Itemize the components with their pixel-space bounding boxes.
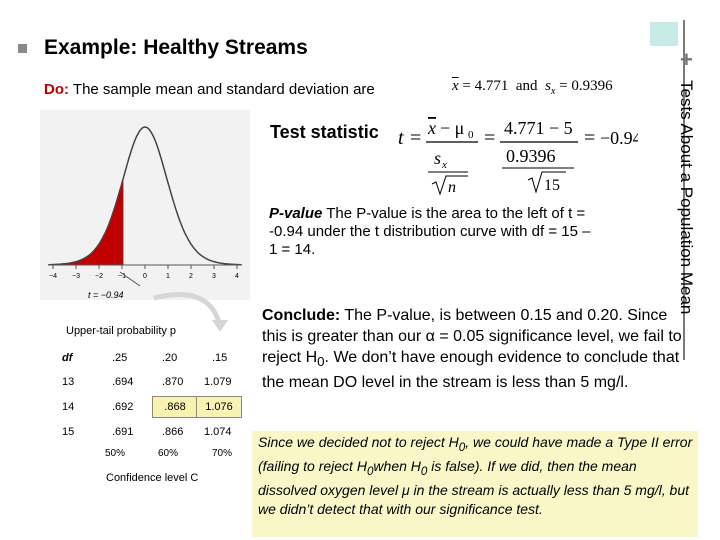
curve-annotation: t = −0.94: [88, 290, 124, 300]
x-tick-label: −1: [118, 273, 126, 280]
accent-block: [650, 22, 678, 46]
annotation-pointer: [119, 271, 141, 287]
confidence-label: Confidence level C: [106, 472, 199, 484]
svg-text:0: 0: [468, 129, 474, 141]
x-tick-label: 1: [166, 273, 170, 280]
table-cell: 1.074: [204, 426, 232, 438]
x-tick-label: 0: [143, 273, 147, 280]
table-cell: .691: [112, 426, 134, 438]
svg-text:t: t: [398, 127, 404, 149]
do-line: Do: The sample mean and standard deviati…: [44, 81, 375, 98]
formula-svg: t = x − μ 0 s x n = 4.771 − 5 0.9396 15 …: [398, 118, 642, 196]
test-statistic-label: Test statistic: [270, 122, 379, 142]
table-header-cell: .20: [162, 352, 178, 364]
x-tick-label: 4: [235, 273, 239, 280]
table-cell: .870: [162, 376, 184, 388]
pvalue-label: P-value: [269, 205, 323, 222]
svg-text:x: x: [427, 118, 436, 138]
side-title: Tests About a Population Mean: [677, 80, 696, 315]
conclude-sub: 0: [317, 354, 325, 370]
svg-text:− μ: − μ: [440, 118, 464, 138]
formula-result: −0.94: [600, 128, 638, 148]
svg-text:=: =: [484, 127, 495, 149]
bullet-square-icon: [18, 44, 27, 53]
conclude-text-2: . We don’t have enough evidence to concl…: [262, 349, 680, 392]
table-cell: .692: [112, 401, 134, 413]
x-tick-label: 2: [189, 273, 193, 280]
pvalue-text: The P-value is the area to the left of t…: [269, 205, 591, 258]
table-caption: Upper-tail probability p: [66, 325, 177, 337]
table-cell: 1.079: [204, 376, 232, 388]
note-box: [252, 431, 698, 537]
x-tick-label: −2: [95, 273, 103, 280]
table-header-df: df: [62, 352, 73, 364]
svg-text:x: x: [441, 159, 447, 171]
test-statistic-formula: t = x − μ 0 s x n = 4.771 − 5 0.9396 15 …: [398, 112, 642, 207]
sample-stats-math: x = 4.771 and sx = 0.9396: [452, 78, 613, 97]
confidence-cell: 50%: [105, 448, 126, 459]
confidence-cell: 60%: [158, 448, 179, 459]
pvalue-paragraph: P-value The P-value is the area to the l…: [269, 205, 599, 259]
confidence-cell: 70%: [212, 448, 233, 459]
table-cell: 15: [62, 426, 75, 438]
table-header-cell: .15: [212, 352, 228, 364]
formula-denominator-sd: 0.9396: [506, 146, 556, 166]
x-axis-ticks: −4 −3 −2 −1 0 1 2 3 4: [49, 265, 239, 280]
highlighted-cell: .868: [152, 396, 198, 418]
formula-denominator-n: 15: [544, 177, 560, 194]
sx-value: 0.9396: [571, 78, 613, 94]
formula-numerator: 4.771 − 5: [504, 118, 573, 138]
svg-text:n: n: [448, 179, 456, 196]
conclude-text-1: The P-value, is between 0.15 and 0.20. S…: [262, 307, 682, 366]
t-distribution-figure: −4 −3 −2 −1 0 1 2 3 4 t = −0.94: [40, 110, 250, 300]
x-tick-label: 3: [212, 273, 216, 280]
curved-arrow: [153, 292, 228, 332]
table-cell: .866: [162, 426, 184, 438]
t-distribution-svg: −4 −3 −2 −1 0 1 2 3 4 t = −0.94: [48, 126, 242, 300]
shaded-tail-area: [48, 177, 124, 265]
x-tick-label: −4: [49, 273, 57, 280]
xbar-value: 4.771: [474, 78, 509, 94]
conclude-paragraph: Conclude: The P-value, is between 0.15 a…: [262, 305, 692, 393]
table-header-cell: .25: [112, 352, 128, 364]
conclude-label: Conclude:: [262, 307, 341, 324]
table-cell: .694: [112, 376, 134, 388]
svg-text:s: s: [434, 148, 441, 168]
plus-icon: +: [680, 47, 693, 72]
slide-title: Example: Healthy Streams: [44, 36, 308, 59]
do-text: The sample mean and standard deviation a…: [72, 81, 375, 98]
do-label: Do:: [44, 81, 69, 98]
highlighted-cell: 1.076: [196, 396, 242, 418]
density-curve: [48, 126, 242, 266]
table-cell: 13: [62, 376, 75, 388]
svg-text:=: =: [410, 127, 421, 149]
note-text: Since we decided not to reject H0, we co…: [258, 434, 693, 517]
vertical-divider: [683, 20, 685, 360]
x-tick-label: −3: [72, 273, 80, 280]
svg-text:=: =: [584, 127, 595, 149]
table-cell: 14: [62, 401, 75, 413]
